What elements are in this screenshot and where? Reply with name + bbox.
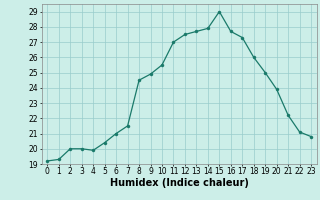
X-axis label: Humidex (Indice chaleur): Humidex (Indice chaleur) bbox=[110, 178, 249, 188]
